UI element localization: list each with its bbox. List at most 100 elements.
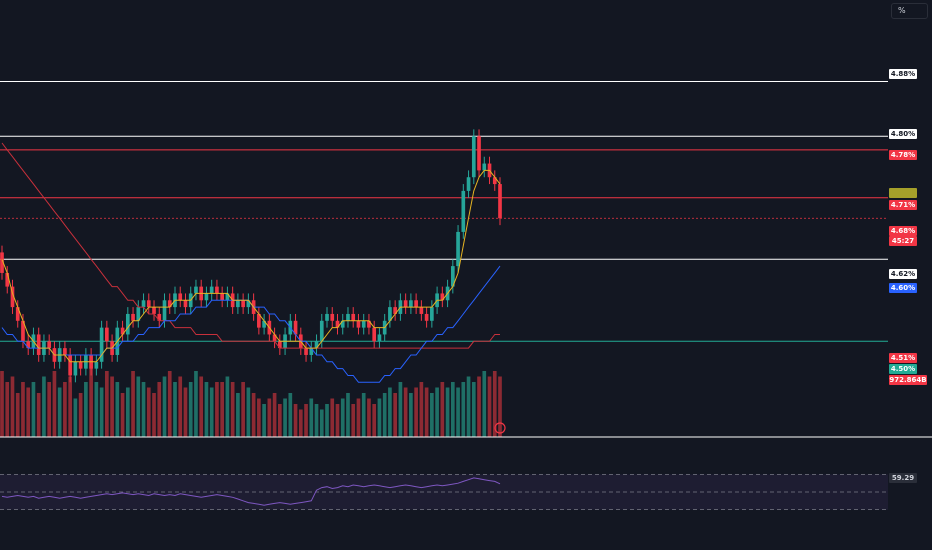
candle-body — [277, 341, 282, 349]
candle-body — [63, 348, 67, 355]
candle-body — [388, 307, 392, 321]
candle-body — [236, 300, 240, 308]
candle-body — [330, 313, 335, 321]
percent-scale-toggle[interactable]: % — [891, 3, 928, 19]
volume-bar — [31, 382, 36, 437]
rsi-value-label: 59.29 — [889, 473, 917, 483]
volume-bar — [382, 393, 387, 437]
volume-bar — [204, 382, 209, 437]
volume-bar — [304, 404, 308, 437]
volume-bar — [230, 382, 235, 437]
candle-body — [15, 307, 20, 321]
candle-body — [367, 320, 371, 328]
candle-body — [319, 320, 324, 342]
last-price-label: 4.68% — [889, 226, 917, 236]
volume-bar — [450, 382, 455, 437]
candle-body — [377, 334, 382, 342]
candle-body — [225, 293, 230, 301]
candle-body — [21, 320, 25, 342]
candle-body — [220, 293, 225, 301]
candle-body — [68, 354, 72, 376]
volume-bar — [63, 382, 67, 437]
volume-bar — [257, 398, 261, 437]
volume-bar — [225, 376, 230, 437]
volume-bar — [498, 376, 502, 437]
volume-bars — [0, 360, 502, 437]
volume-bar — [131, 371, 135, 437]
candle-body — [424, 313, 429, 321]
volume-bar — [409, 393, 413, 437]
volume-bar — [99, 387, 104, 437]
ma-fast-label — [889, 188, 917, 198]
candle-body — [0, 252, 4, 273]
candle-body — [361, 320, 366, 328]
volume-bar — [272, 393, 277, 437]
candle-body — [167, 300, 172, 308]
volume-bar — [414, 387, 418, 437]
volume-bar — [57, 387, 62, 437]
volume-bar — [477, 376, 481, 437]
volume-bar — [94, 382, 99, 437]
candle-body — [141, 300, 146, 308]
candle-body — [105, 327, 109, 342]
candle-body — [409, 300, 413, 308]
volume-bar — [430, 393, 434, 437]
volume-bar — [456, 387, 460, 437]
volume-bar — [105, 371, 109, 437]
level-label-462: 4.62% — [889, 269, 917, 279]
volume-bar — [267, 398, 272, 437]
candle-body — [194, 286, 198, 294]
ma-slow-label: 4.51% — [889, 353, 917, 363]
volume-bar — [298, 409, 303, 437]
candle-body — [26, 341, 31, 349]
volume-bar — [173, 382, 177, 437]
candle-body — [157, 313, 162, 321]
volume-bar — [188, 382, 193, 437]
ma-mid-label: 4.60% — [889, 283, 917, 293]
candle-body — [47, 341, 52, 349]
moving-averages — [1, 142, 501, 383]
candle-body — [152, 307, 156, 314]
candle-body — [209, 286, 214, 294]
candle-body — [482, 163, 487, 171]
candle-body — [335, 320, 340, 328]
candle-body — [131, 313, 135, 321]
candle-body — [471, 136, 476, 178]
volume-bar — [435, 387, 439, 437]
volume-bar — [466, 376, 471, 437]
volume-bar — [178, 376, 183, 437]
volume-bar — [15, 393, 20, 437]
rsi-line — [1, 477, 501, 506]
volume-bar — [199, 376, 204, 437]
candle-body — [262, 320, 266, 328]
candle-body — [450, 266, 455, 287]
replay-icon[interactable] — [494, 422, 506, 434]
candle-body — [215, 286, 219, 294]
volume-bar — [120, 393, 125, 437]
candle-body — [257, 313, 261, 328]
volume-bar — [215, 382, 219, 437]
candle-body — [204, 293, 209, 301]
volume-label: 972.864B — [889, 375, 927, 385]
countdown-label: 45:27 — [889, 236, 917, 246]
volume-bar — [346, 393, 350, 437]
volume-bar — [89, 360, 93, 437]
volume-bar — [146, 387, 151, 437]
volume-bar — [26, 387, 31, 437]
volume-bar — [52, 371, 57, 437]
volume-bar — [393, 393, 397, 437]
candle-body — [325, 313, 329, 321]
volume-bar — [246, 387, 251, 437]
volume-bar — [445, 387, 450, 437]
volume-bar — [78, 393, 83, 437]
volume-bar — [325, 404, 329, 437]
volume-bar — [209, 387, 214, 437]
candle-body — [419, 307, 424, 314]
volume-bar — [42, 376, 46, 437]
volume-bar — [136, 376, 141, 437]
candle-body — [498, 184, 502, 219]
level-label-471: 4.71% — [889, 200, 917, 210]
volume-bar — [419, 382, 424, 437]
volume-bar — [314, 404, 319, 437]
